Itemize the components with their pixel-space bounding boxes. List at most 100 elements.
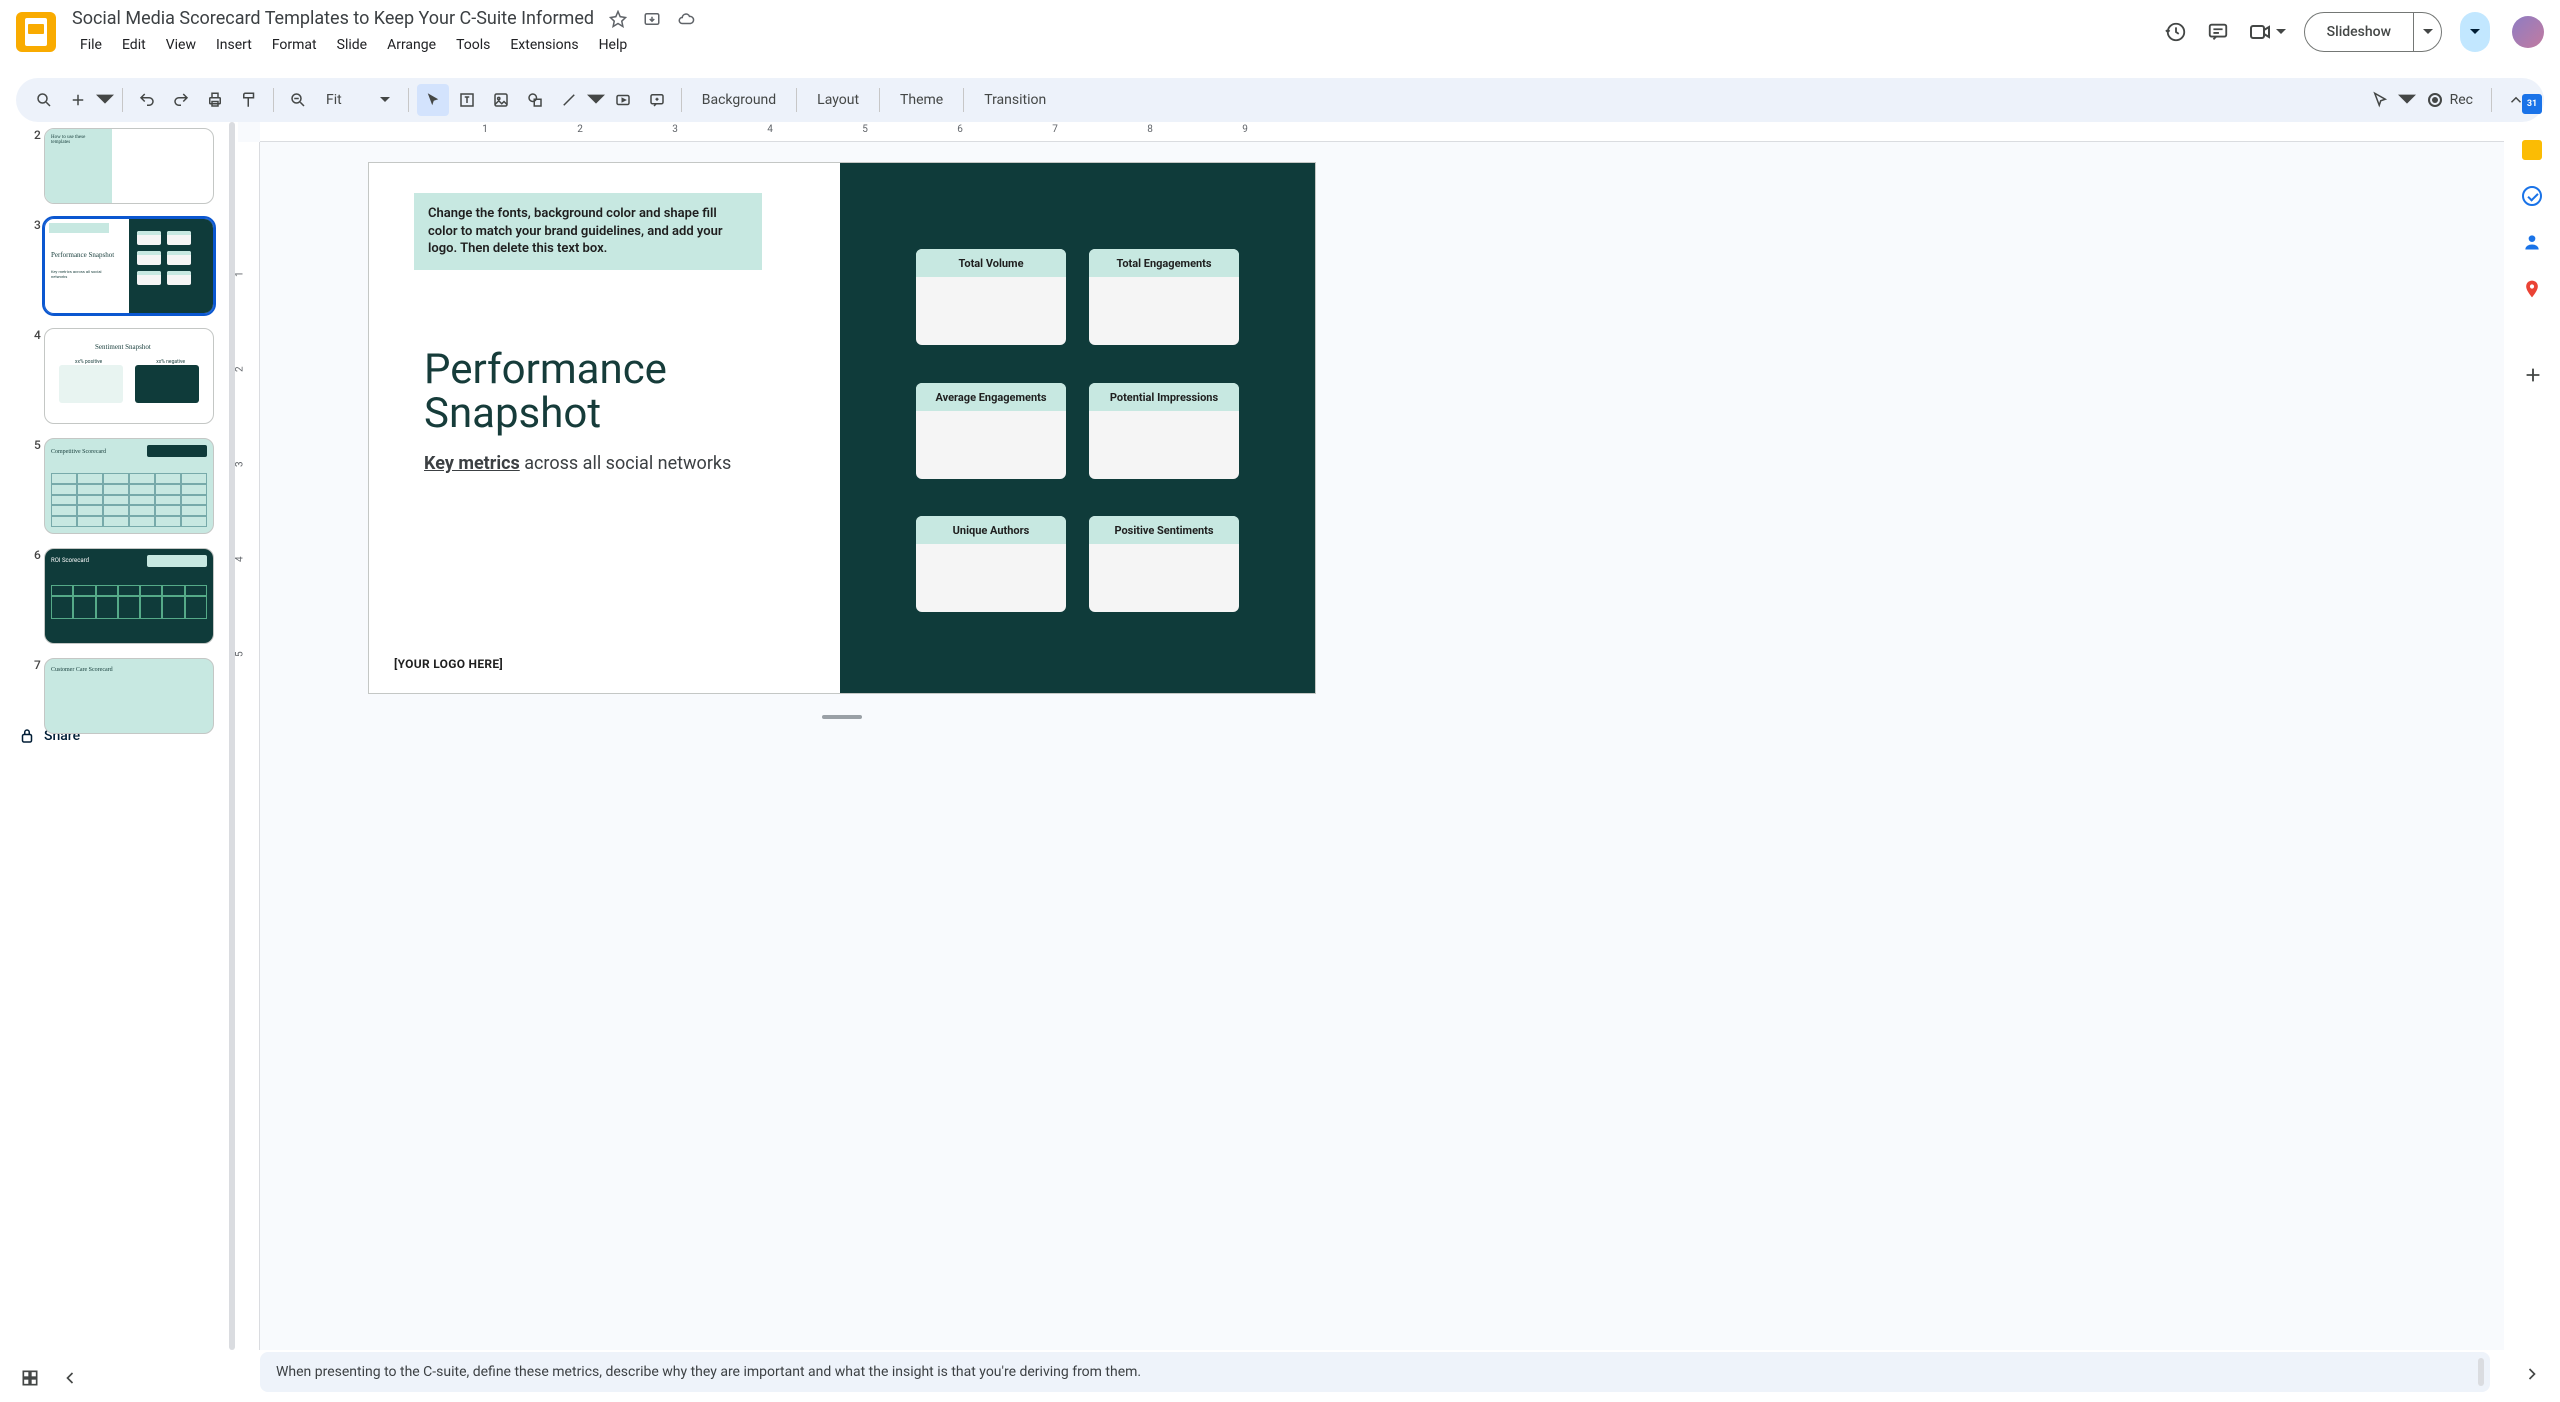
thumbnail-slide-7[interactable]: Customer Care Scorecard [44,658,214,734]
star-icon[interactable] [608,9,628,29]
filmstrip[interactable]: 2 How to use these templates 3 Performan… [0,122,238,1350]
menu-view[interactable]: View [158,33,204,57]
ruler-tick: 5 [862,124,868,135]
tasks-addon-icon[interactable] [2522,186,2542,206]
layout-button[interactable]: Layout [805,84,871,116]
slide-number: 5 [34,438,41,452]
menu-file[interactable]: File [72,33,110,57]
slides-app-icon[interactable] [16,12,56,52]
ruler-tick: 6 [957,124,963,135]
search-menus-icon[interactable] [28,84,60,116]
toolbar: Fit Background Layout Theme Transition R… [16,78,2544,122]
document-title[interactable]: Social Media Scorecard Templates to Keep… [72,8,594,29]
menu-help[interactable]: Help [591,33,636,57]
metric-header: Total Volume [916,249,1066,277]
menu-insert[interactable]: Insert [208,33,260,57]
collapse-filmstrip-icon[interactable] [60,1368,80,1388]
history-icon[interactable] [2164,20,2188,44]
background-button[interactable]: Background [690,84,788,116]
line-dropdown[interactable] [587,84,605,116]
keep-addon-icon[interactable] [2522,140,2542,160]
key-metrics-bold: Key metrics [424,453,520,474]
rec-label: Rec [2450,92,2473,108]
thumbnail-slide-6[interactable]: ROI Scorecard [44,548,214,644]
ruler-tick: 1 [235,271,246,277]
theme-button[interactable]: Theme [888,84,955,116]
thumbnail-slide-2[interactable]: How to use these templates [44,128,214,204]
ruler-horizontal[interactable]: 1 2 3 4 5 6 7 8 9 [260,122,2504,142]
toolbar-separator [681,88,682,112]
speaker-notes[interactable]: When presenting to the C-suite, define t… [260,1352,2490,1392]
notes-resize-handle[interactable] [822,715,862,719]
toolbar-separator [122,88,123,112]
share-dropdown[interactable] [2460,12,2490,52]
slideshow-button[interactable]: Slideshow [2304,12,2442,52]
comments-icon[interactable] [2206,20,2230,44]
image-tool-icon[interactable] [485,84,517,116]
main-area: 2 How to use these templates 3 Performan… [0,122,2504,1350]
title-column: Social Media Scorecard Templates to Keep… [72,8,2164,57]
maps-addon-icon[interactable] [2522,278,2542,298]
menu-edit[interactable]: Edit [114,33,154,57]
new-slide-dropdown[interactable] [96,84,114,116]
thumbnail-slide-4[interactable]: Sentiment Snapshot xx% positive xx% nega… [44,328,214,424]
print-icon[interactable] [199,84,231,116]
metric-card-total-volume[interactable]: Total Volume [916,249,1066,345]
canvas-area: 1 2 3 4 5 6 7 8 9 1 2 3 4 5 Change the f… [238,122,2504,1350]
cloud-status-icon[interactable] [676,9,696,29]
slide-title[interactable]: Performance Snapshot [424,348,667,436]
rec-button[interactable]: Rec [2418,84,2483,116]
new-slide-icon[interactable] [62,84,94,116]
notes-scrollbar[interactable] [2478,1358,2484,1386]
metric-card-potential-impressions[interactable]: Potential Impressions [1089,383,1239,479]
share-button[interactable]: Share [2460,12,2490,52]
instruction-textbox[interactable]: Change the fonts, background color and s… [414,193,762,270]
paint-format-icon[interactable] [233,84,265,116]
menu-slide[interactable]: Slide [329,33,375,57]
menu-extensions[interactable]: Extensions [502,33,586,57]
comment-tool-icon[interactable] [641,84,673,116]
video-tool-icon[interactable] [607,84,639,116]
select-tool-icon[interactable] [417,84,449,116]
slideshow-dropdown[interactable] [2413,13,2441,51]
ruler-tick: 3 [672,124,678,135]
thumb-right: xx% negative [156,359,185,365]
pointer-dropdown[interactable] [2398,84,2416,116]
logo-placeholder[interactable]: [YOUR LOGO HERE] [394,657,503,671]
metric-card-positive-sentiments[interactable]: Positive Sentiments [1089,516,1239,612]
metric-card-avg-engagements[interactable]: Average Engagements [916,383,1066,479]
transition-button[interactable]: Transition [972,84,1058,116]
menubar: File Edit View Insert Format Slide Arran… [72,33,2164,57]
menu-tools[interactable]: Tools [448,33,498,57]
grid-view-icon[interactable] [20,1368,40,1388]
side-panel: 31 [2504,80,2560,1402]
slide-number: 7 [34,658,41,672]
meet-button[interactable] [2248,20,2286,44]
pointer-icon[interactable] [2364,84,2396,116]
metric-header: Unique Authors [916,516,1066,544]
zoom-out-icon[interactable] [282,84,314,116]
metric-card-total-engagements[interactable]: Total Engagements [1089,249,1239,345]
slide-canvas[interactable]: Change the fonts, background color and s… [368,162,1316,694]
account-avatar[interactable] [2512,16,2544,48]
redo-icon[interactable] [165,84,197,116]
line-tool-icon[interactable] [553,84,585,116]
thumbnail-slide-5[interactable]: Competitive Scorecard [44,438,214,534]
shape-tool-icon[interactable] [519,84,551,116]
zoom-dropdown[interactable]: Fit [316,84,400,116]
menu-arrange[interactable]: Arrange [379,33,444,57]
get-addons-icon[interactable] [2522,364,2542,384]
thumbnail-slide-3[interactable]: Performance Snapshot Key metrics across … [44,218,214,314]
menu-format[interactable]: Format [264,33,325,57]
slide-subtitle[interactable]: Key metrics across all social networks [424,451,731,476]
undo-icon[interactable] [131,84,163,116]
toolbar-separator [273,88,274,112]
ruler-vertical[interactable]: 1 2 3 4 5 [238,142,260,1350]
ruler-tick: 5 [235,651,246,657]
calendar-addon-icon[interactable]: 31 [2522,94,2542,114]
metric-card-unique-authors[interactable]: Unique Authors [916,516,1066,612]
thumb-left: xx% positive [75,359,102,365]
textbox-tool-icon[interactable] [451,84,483,116]
contacts-addon-icon[interactable] [2522,232,2542,252]
move-icon[interactable] [642,9,662,29]
